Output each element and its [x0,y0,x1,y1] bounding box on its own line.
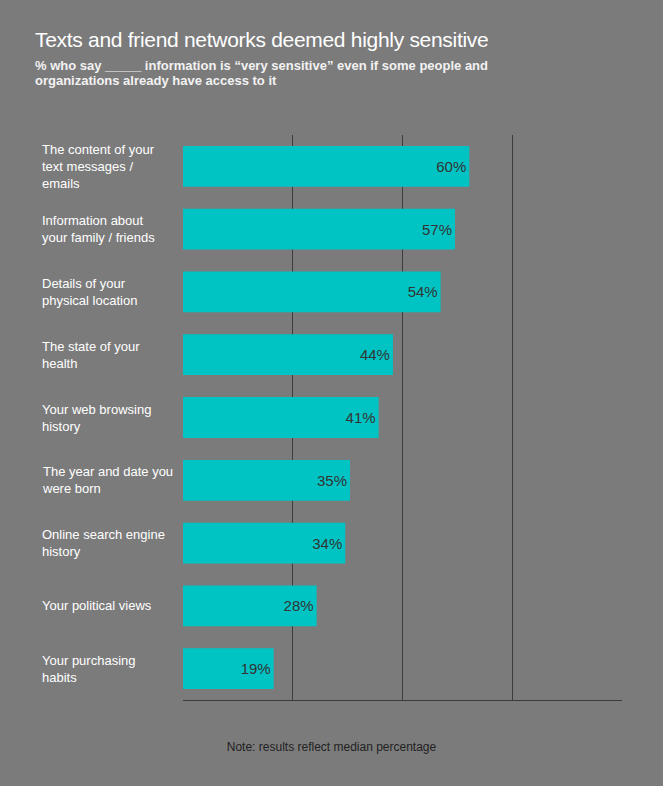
svg-text:34%: 34% [312,535,342,552]
svg-text:41%: 41% [346,409,376,426]
svg-text:57%: 57% [422,221,452,238]
html-text:% who say _____ information is: % who say _____ information is “very sen… [35,58,488,88]
svg-text:The year and date youwere born: The year and date youwere born [42,464,173,496]
svg-text:35%: 35% [317,472,347,489]
svg-text:Your political views: Your political views [42,598,152,613]
svg-text:The state of yourhealth: The state of yourhealth [42,339,140,371]
svg-text:44%: 44% [360,346,390,363]
svg-text:28%: 28% [284,597,314,614]
html-text:Texts and friend networks deem: Texts and friend networks deemed highly … [35,28,489,51]
svg-text:54%: 54% [408,283,438,300]
svg-text:Details of yourphysical locati: Details of yourphysical location [42,276,137,308]
svg-text:Your purchasinghabits: Your purchasinghabits [42,653,135,685]
svg-text:Your web browsinghistory: Your web browsinghistory [42,402,151,434]
svg-text:60%: 60% [436,158,466,175]
svg-text:19%: 19% [241,660,271,677]
svg-text:Information aboutyour family /: Information aboutyour family / friends [42,213,155,245]
svg-text:The content of yourtext messag: The content of yourtext messages /emails [42,142,155,191]
html-text:Note: results reflect median p: Note: results reflect median percentage [226,740,437,754]
svg-text:Online search enginehistory: Online search enginehistory [42,527,165,559]
